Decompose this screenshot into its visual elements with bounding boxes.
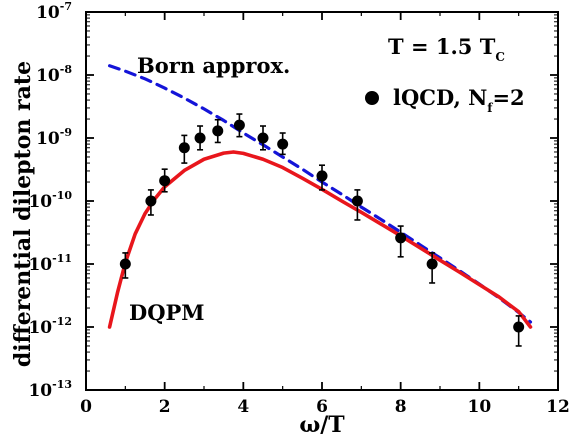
y-tick-label-base: 10	[28, 255, 52, 275]
y-axis-title: differential dilepton rate	[10, 61, 36, 367]
data-point	[351, 195, 363, 207]
data-point	[395, 232, 407, 244]
y-tick-label-base: 10	[36, 66, 60, 86]
y-tick-label: 10-7	[36, 0, 72, 23]
y-tick-label-exponent: -13	[52, 378, 72, 391]
data-point	[145, 195, 157, 207]
lqcd-tail: =2	[492, 85, 524, 110]
data-point	[233, 119, 245, 131]
temperature-subscript: C	[495, 50, 505, 64]
y-tick-label: 10-11	[28, 252, 72, 275]
y-tick-label: 10-9	[36, 126, 72, 149]
data-point	[159, 175, 171, 187]
temperature-annotation: T = 1.5 TC	[388, 34, 505, 64]
y-tick-label-exponent: -10	[52, 189, 72, 202]
plot-layer	[85, 11, 559, 391]
y-tick-label-base: 10	[28, 318, 52, 338]
y-tick-label-exponent: -9	[60, 126, 72, 139]
y-tick-label-base: 10	[28, 192, 52, 212]
lqcd-subscript: f	[487, 101, 493, 115]
x-tick-label: 12	[546, 397, 570, 417]
y-tick-label-exponent: -7	[60, 0, 72, 13]
x-tick-label: 10	[467, 397, 491, 417]
x-tick-label: 2	[159, 397, 171, 417]
x-tick-label: 0	[80, 397, 92, 417]
data-point	[178, 142, 190, 154]
legend-point-marker	[365, 91, 379, 105]
data-point	[277, 138, 289, 150]
y-tick-label: 10-13	[28, 378, 72, 401]
labels-layer: 0 2 4 6 8 10 1210-1310-1210-1110-1010-910-810-…	[28, 0, 569, 417]
x-axis-title: ω/T	[299, 412, 345, 438]
data-point	[513, 321, 525, 333]
dqpm-line	[107, 150, 533, 329]
y-tick-label-base: 10	[36, 129, 60, 149]
data-point	[426, 258, 438, 270]
x-tick-label: 6	[316, 397, 328, 417]
y-tick-label-base: 10	[28, 381, 52, 401]
x-tick-label: 4	[237, 397, 249, 417]
y-tick-label-exponent: -12	[52, 315, 72, 328]
y-tick-label-exponent: -8	[60, 63, 73, 76]
data-point	[119, 258, 131, 270]
y-tick-label: 10-12	[28, 315, 72, 338]
data-point	[316, 170, 328, 182]
y-tick-label: 10-8	[36, 63, 72, 86]
data-point	[257, 132, 269, 144]
lqcd-annotation: lQCD, Nf=2	[393, 85, 525, 115]
born-label: Born approx.	[137, 53, 290, 78]
dqpm-label: DQPM	[129, 300, 205, 325]
y-tick-label-base: 10	[36, 3, 60, 23]
x-tick-label: 8	[395, 397, 407, 417]
lqcd-main: lQCD, N	[393, 85, 487, 110]
temperature-main: T = 1.5 T	[388, 34, 496, 59]
points-layer	[119, 113, 525, 347]
y-tick-label-exponent: -11	[52, 252, 72, 265]
y-tick-label: 10-10	[28, 189, 72, 212]
data-point	[194, 132, 206, 144]
data-point	[212, 125, 224, 137]
